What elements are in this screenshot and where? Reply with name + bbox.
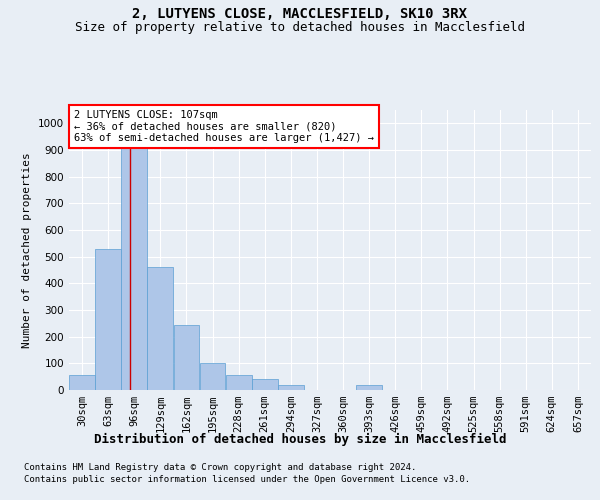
Bar — [252, 380, 278, 390]
Bar — [278, 384, 304, 390]
Bar — [356, 384, 382, 390]
Bar — [95, 248, 121, 390]
Bar — [69, 376, 95, 390]
Bar — [121, 142, 147, 390]
Bar — [200, 364, 226, 390]
Text: 2 LUTYENS CLOSE: 107sqm
← 36% of detached houses are smaller (820)
63% of semi-d: 2 LUTYENS CLOSE: 107sqm ← 36% of detache… — [74, 110, 374, 143]
Text: 2, LUTYENS CLOSE, MACCLESFIELD, SK10 3RX: 2, LUTYENS CLOSE, MACCLESFIELD, SK10 3RX — [133, 8, 467, 22]
Text: Distribution of detached houses by size in Macclesfield: Distribution of detached houses by size … — [94, 432, 506, 446]
Text: Contains HM Land Registry data © Crown copyright and database right 2024.: Contains HM Land Registry data © Crown c… — [24, 464, 416, 472]
Bar — [148, 268, 173, 390]
Text: Size of property relative to detached houses in Macclesfield: Size of property relative to detached ho… — [75, 22, 525, 35]
Y-axis label: Number of detached properties: Number of detached properties — [22, 152, 32, 348]
Bar — [226, 376, 251, 390]
Text: Contains public sector information licensed under the Open Government Licence v3: Contains public sector information licen… — [24, 474, 470, 484]
Bar — [173, 324, 199, 390]
